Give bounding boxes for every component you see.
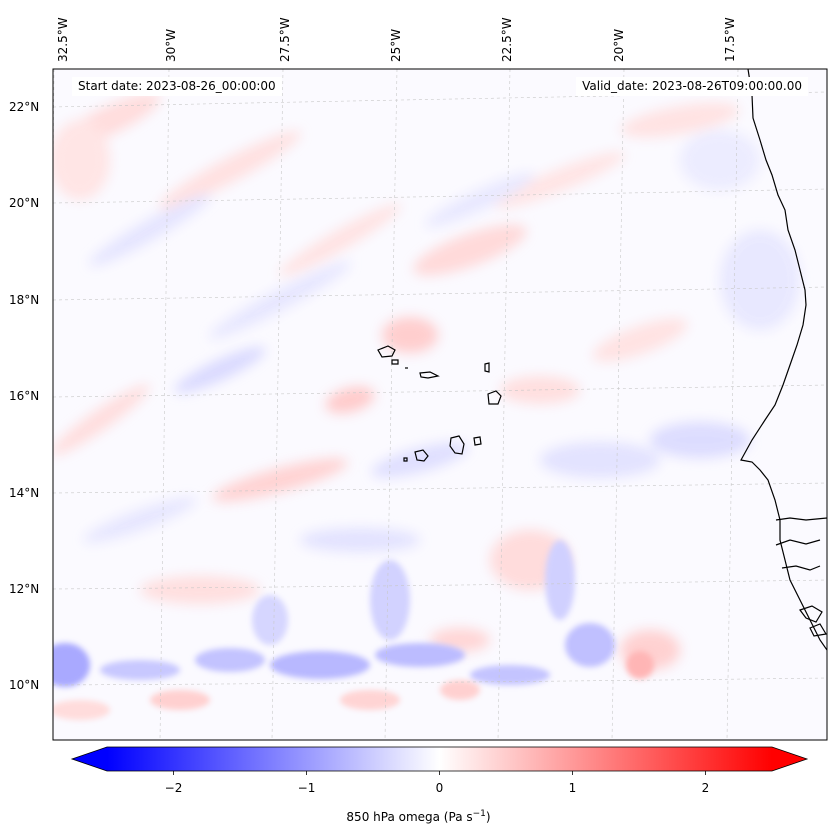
colorbar-title: 850 hPa omega (Pa s−1) xyxy=(0,807,837,824)
colorbar: −2 −1 0 1 2 xyxy=(70,746,809,795)
start-date-label: Start date: 2023-08-26_00:00:00 xyxy=(72,77,282,96)
valid-date-label: Valid_date: 2023-08-26T09:00:00.00 xyxy=(576,77,808,96)
colorbar-tick-label: −2 xyxy=(165,781,183,795)
colorbar-tick-label: −1 xyxy=(298,781,316,795)
colorbar-tick-label: 2 xyxy=(702,781,710,795)
lon-label-30w: 30°W xyxy=(164,28,178,62)
colorbar-title-text: 850 hPa omega (Pa s xyxy=(346,810,473,824)
graticule-grid xyxy=(53,69,827,740)
lat-label-20n: 20°N xyxy=(9,196,40,210)
african-coastline xyxy=(740,69,827,651)
colorbar-high-extension xyxy=(772,747,807,771)
map-frame xyxy=(52,68,828,741)
lat-label-10n: 10°N xyxy=(9,678,40,692)
lon-label-32-5w: 32.5°W xyxy=(56,17,70,62)
lat-label-18n: 18°N xyxy=(9,293,40,307)
colorbar-title-exponent: −1 xyxy=(472,809,486,819)
colorbar-tick-label: 1 xyxy=(569,781,577,795)
cape-verde-islands xyxy=(377,345,502,462)
colorbar-tick-label: 0 xyxy=(436,781,444,795)
omega-field xyxy=(53,69,827,740)
lat-label-16n: 16°N xyxy=(9,389,40,403)
lat-label-14n: 14°N xyxy=(9,486,40,500)
lon-label-20w: 20°W xyxy=(612,28,626,62)
lon-label-27-5w: 27.5°W xyxy=(278,17,292,62)
lon-label-22-5w: 22.5°W xyxy=(500,17,514,62)
lat-label-22n: 22°N xyxy=(9,100,40,114)
colorbar-title-end: ) xyxy=(485,810,491,824)
lon-label-25w: 25°W xyxy=(389,28,403,62)
colorbar-body xyxy=(107,747,772,771)
lat-label-12n: 12°N xyxy=(9,582,40,596)
colorbar-low-extension xyxy=(72,747,107,771)
lon-label-17-5w: 17.5°W xyxy=(723,17,737,62)
